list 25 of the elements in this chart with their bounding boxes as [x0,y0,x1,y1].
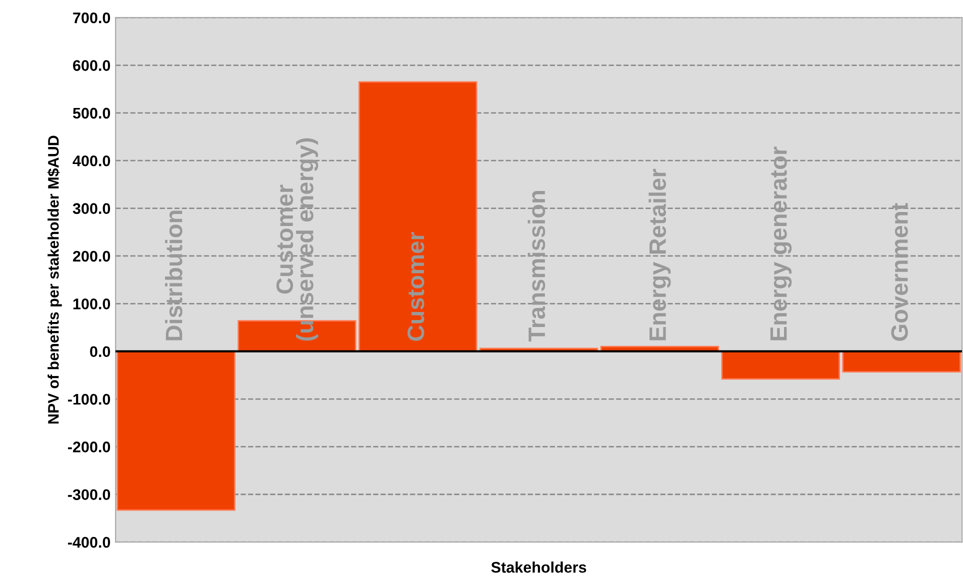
y-tick-label: 600.0 [73,60,110,71]
y-tick-label: -200.0 [68,442,110,452]
y-tick-label: 700.0 [73,12,110,24]
bar [842,350,961,373]
x-tick-label: Customer [407,232,424,341]
bar [116,350,236,511]
x-tick-label: Energy Retailer [648,168,671,340]
y-tick-label: -100.0 [68,394,110,405]
y-tick-label: -300.0 [68,489,110,500]
bar [358,81,478,352]
x-tick-label: Customer (unserved energy) [276,138,318,341]
y-tick-label: 500.0 [72,108,110,119]
x-axis-title: Stakeholders [491,561,586,573]
y-tick-label: 400.0 [72,155,110,166]
y-tick-label: 0.0 [90,346,110,358]
x-tick-label: Government [891,203,908,341]
x-tick-label: Transmission [528,191,546,342]
x-tick-label: Energy generator [770,146,792,340]
y-tick-label: 100.0 [73,298,110,310]
bar [721,350,840,380]
x-tick-label: Distribution [165,210,182,340]
y-tick-label: 300.0 [72,203,110,214]
y-tick-label: -400.0 [68,536,110,548]
y-tick-label: 200.0 [73,250,110,262]
y-axis-title: NPV of benefits per stakeholder M$AUD [47,136,62,424]
